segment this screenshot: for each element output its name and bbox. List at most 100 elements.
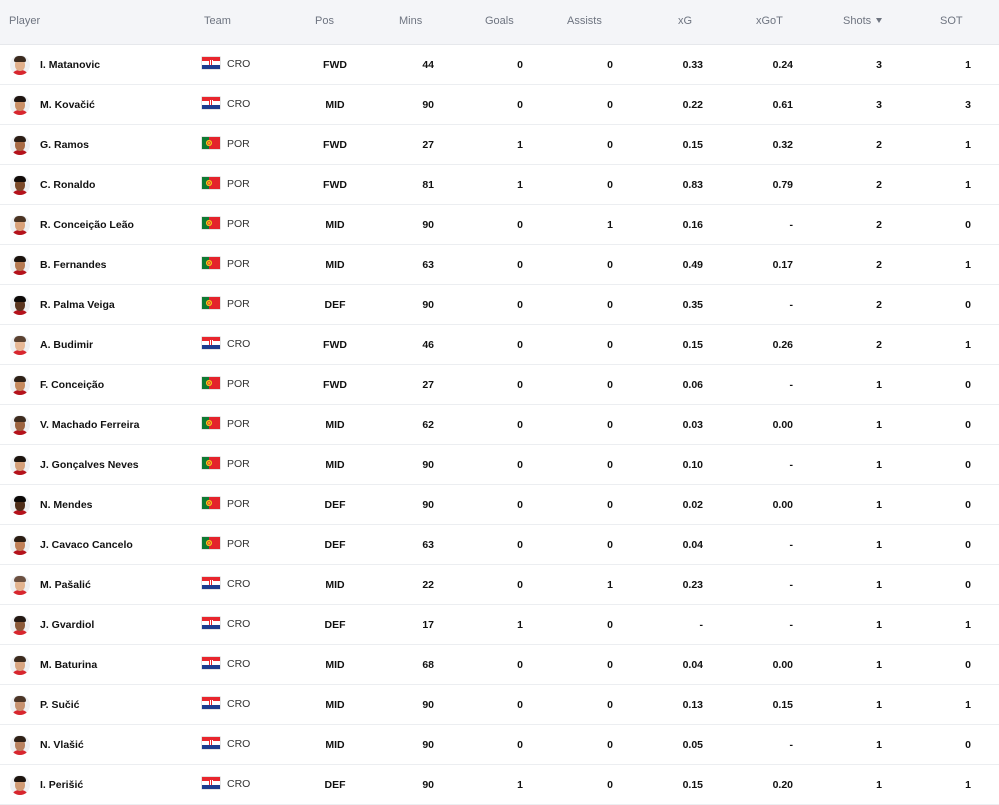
table-row[interactable]: V. Machado Ferreira POR MID 62 0 0 0.03 0.00 1 0	[0, 405, 999, 445]
column-header-player[interactable]: Player	[9, 15, 41, 27]
portugal-flag-icon	[202, 297, 220, 309]
table-body: I. Matanovic CRO FWD 44 0 0 0.33 0.24 3 1 M. Kovač…	[0, 45, 999, 805]
column-header-sot[interactable]: SOT	[940, 15, 963, 27]
table-row[interactable]: J. Cavaco Cancelo POR DEF 63 0 0 0.04 - 1 0	[0, 525, 999, 565]
player-cell[interactable]: J. Cavaco Cancelo	[10, 525, 133, 565]
mins-cell: 81	[422, 179, 434, 191]
table-row[interactable]: R. Palma Veiga POR DEF 90 0 0 0.35 - 2 0	[0, 285, 999, 325]
player-cell[interactable]: R. Palma Veiga	[10, 285, 115, 325]
portugal-flag-icon	[202, 497, 220, 509]
xgot-cell: -	[789, 459, 794, 471]
player-name[interactable]: J. Gonçalves Neves	[40, 459, 139, 471]
player-cell[interactable]: B. Fernandes	[10, 245, 107, 285]
sot-cell: 0	[965, 299, 971, 311]
player-name[interactable]: G. Ramos	[40, 139, 90, 151]
column-header-team[interactable]: Team	[204, 15, 231, 27]
player-name[interactable]: N. Mendes	[40, 499, 93, 511]
player-name[interactable]: M. Kovačić	[40, 99, 95, 111]
player-name[interactable]: C. Ronaldo	[40, 179, 96, 191]
sot-cell: 0	[965, 659, 971, 671]
player-cell[interactable]: C. Ronaldo	[10, 165, 95, 205]
xg-cell: 0.15	[682, 779, 703, 791]
team-cell: CRO	[202, 85, 250, 125]
sot-cell: 1	[965, 179, 971, 191]
pos-cell: FWD	[323, 339, 347, 351]
player-cell[interactable]: J. Gvardiol	[10, 605, 94, 645]
table-row[interactable]: G. Ramos POR FWD 27 1 0 0.15 0.32 2 1	[0, 125, 999, 165]
player-cell[interactable]: J. Gonçalves Neves	[10, 445, 139, 485]
column-header-mins[interactable]: Mins	[399, 15, 423, 27]
team-code: POR	[227, 218, 250, 230]
team-code: POR	[227, 458, 250, 470]
table-row[interactable]: N. Vlašić CRO MID 90 0 0 0.05 - 1 0	[0, 725, 999, 765]
mins-cell: 90	[422, 699, 434, 711]
player-cell[interactable]: F. Conceição	[10, 365, 104, 405]
shots-cell: 1	[876, 579, 882, 591]
table-row[interactable]: M. Baturina CRO MID 68 0 0 0.04 0.00 1 0	[0, 645, 999, 685]
croatia-flag-icon	[202, 617, 220, 629]
column-header-assists[interactable]: Assists	[567, 15, 602, 27]
player-cell[interactable]: M. Baturina	[10, 645, 97, 685]
player-name[interactable]: F. Conceição	[40, 379, 105, 391]
table-row[interactable]: J. Gvardiol CRO DEF 17 1 0 - - 1 1	[0, 605, 999, 645]
croatia-flag-icon	[202, 337, 220, 349]
player-cell[interactable]: M. Kovačić	[10, 85, 95, 125]
player-name[interactable]: J. Cavaco Cancelo	[40, 539, 133, 551]
player-cell[interactable]: G. Ramos	[10, 125, 89, 165]
column-header-xgot[interactable]: xGoT	[756, 15, 783, 27]
column-header-shots[interactable]: Shots	[843, 0, 883, 45]
player-cell[interactable]: P. Sučić	[10, 685, 80, 725]
player-cell[interactable]: V. Machado Ferreira	[10, 405, 139, 445]
team-code: POR	[227, 538, 250, 550]
table-row[interactable]: I. Perišić CRO DEF 90 1 0 0.15 0.20 1 1	[0, 765, 999, 805]
player-name[interactable]: R. Conceição Leão	[40, 219, 134, 231]
player-name[interactable]: A. Budimir	[40, 339, 94, 351]
table-row[interactable]: R. Conceição Leão POR MID 90 0 1 0.16 - 2 0	[0, 205, 999, 245]
xgot-cell: -	[789, 299, 794, 311]
xg-cell: 0.23	[682, 579, 703, 591]
assists-cell: 0	[607, 699, 613, 711]
table-row[interactable]: M. Kovačić CRO MID 90 0 0 0.22 0.61 3 3	[0, 85, 999, 125]
team-cell: POR	[202, 405, 250, 445]
player-cell[interactable]: R. Conceição Leão	[10, 205, 134, 245]
assists-cell: 1	[607, 219, 613, 231]
goals-cell: 0	[517, 339, 523, 351]
column-header-pos[interactable]: Pos	[315, 15, 334, 27]
player-name[interactable]: V. Machado Ferreira	[40, 419, 140, 431]
sot-cell: 1	[965, 259, 971, 271]
player-name[interactable]: M. Pašalić	[40, 579, 91, 591]
player-cell[interactable]: N. Mendes	[10, 485, 93, 525]
table-row[interactable]: M. Pašalić CRO MID 22 0 1 0.23 - 1 0	[0, 565, 999, 605]
table-row[interactable]: J. Gonçalves Neves POR MID 90 0 0 0.10 - 1 0	[0, 445, 999, 485]
table-row[interactable]: I. Matanovic CRO FWD 44 0 0 0.33 0.24 3 1	[0, 45, 999, 85]
player-name[interactable]: M. Baturina	[40, 659, 98, 671]
player-name[interactable]: I. Matanovic	[40, 59, 101, 71]
player-name[interactable]: P. Sučić	[40, 699, 80, 711]
shots-cell: 1	[876, 379, 882, 391]
player-cell[interactable]: M. Pašalić	[10, 565, 91, 605]
player-cell[interactable]: I. Matanovic	[10, 45, 100, 85]
column-header-xg[interactable]: xG	[678, 15, 693, 27]
goals-cell: 1	[517, 179, 523, 191]
table-row[interactable]: A. Budimir CRO FWD 46 0 0 0.15 0.26 2 1	[0, 325, 999, 365]
croatia-flag-icon	[202, 577, 220, 589]
mins-cell: 90	[422, 459, 434, 471]
player-name[interactable]: J. Gvardiol	[40, 619, 95, 631]
player-name[interactable]: B. Fernandes	[40, 259, 107, 271]
column-header-goals[interactable]: Goals	[485, 15, 514, 27]
table-row[interactable]: N. Mendes POR DEF 90 0 0 0.02 0.00 1 0	[0, 485, 999, 525]
team-cell: POR	[202, 205, 250, 245]
table-row[interactable]: B. Fernandes POR MID 63 0 0 0.49 0.17 2 1	[0, 245, 999, 285]
player-name[interactable]: N. Vlašić	[40, 739, 84, 751]
table-row[interactable]: C. Ronaldo POR FWD 81 1 0 0.83 0.79 2 1	[0, 165, 999, 205]
table-row[interactable]: P. Sučić CRO MID 90 0 0 0.13 0.15 1 1	[0, 685, 999, 725]
player-name[interactable]: I. Perišić	[40, 779, 84, 791]
player-cell[interactable]: A. Budimir	[10, 325, 93, 365]
player-cell[interactable]: I. Perišić	[10, 765, 83, 805]
table-row[interactable]: F. Conceição POR FWD 27 0 0 0.06 - 1 0	[0, 365, 999, 405]
player-name[interactable]: R. Palma Veiga	[40, 299, 115, 311]
mins-cell: 90	[422, 219, 434, 231]
xgot-cell: -	[789, 219, 794, 231]
assists-cell: 1	[607, 579, 613, 591]
player-cell[interactable]: N. Vlašić	[10, 725, 84, 765]
